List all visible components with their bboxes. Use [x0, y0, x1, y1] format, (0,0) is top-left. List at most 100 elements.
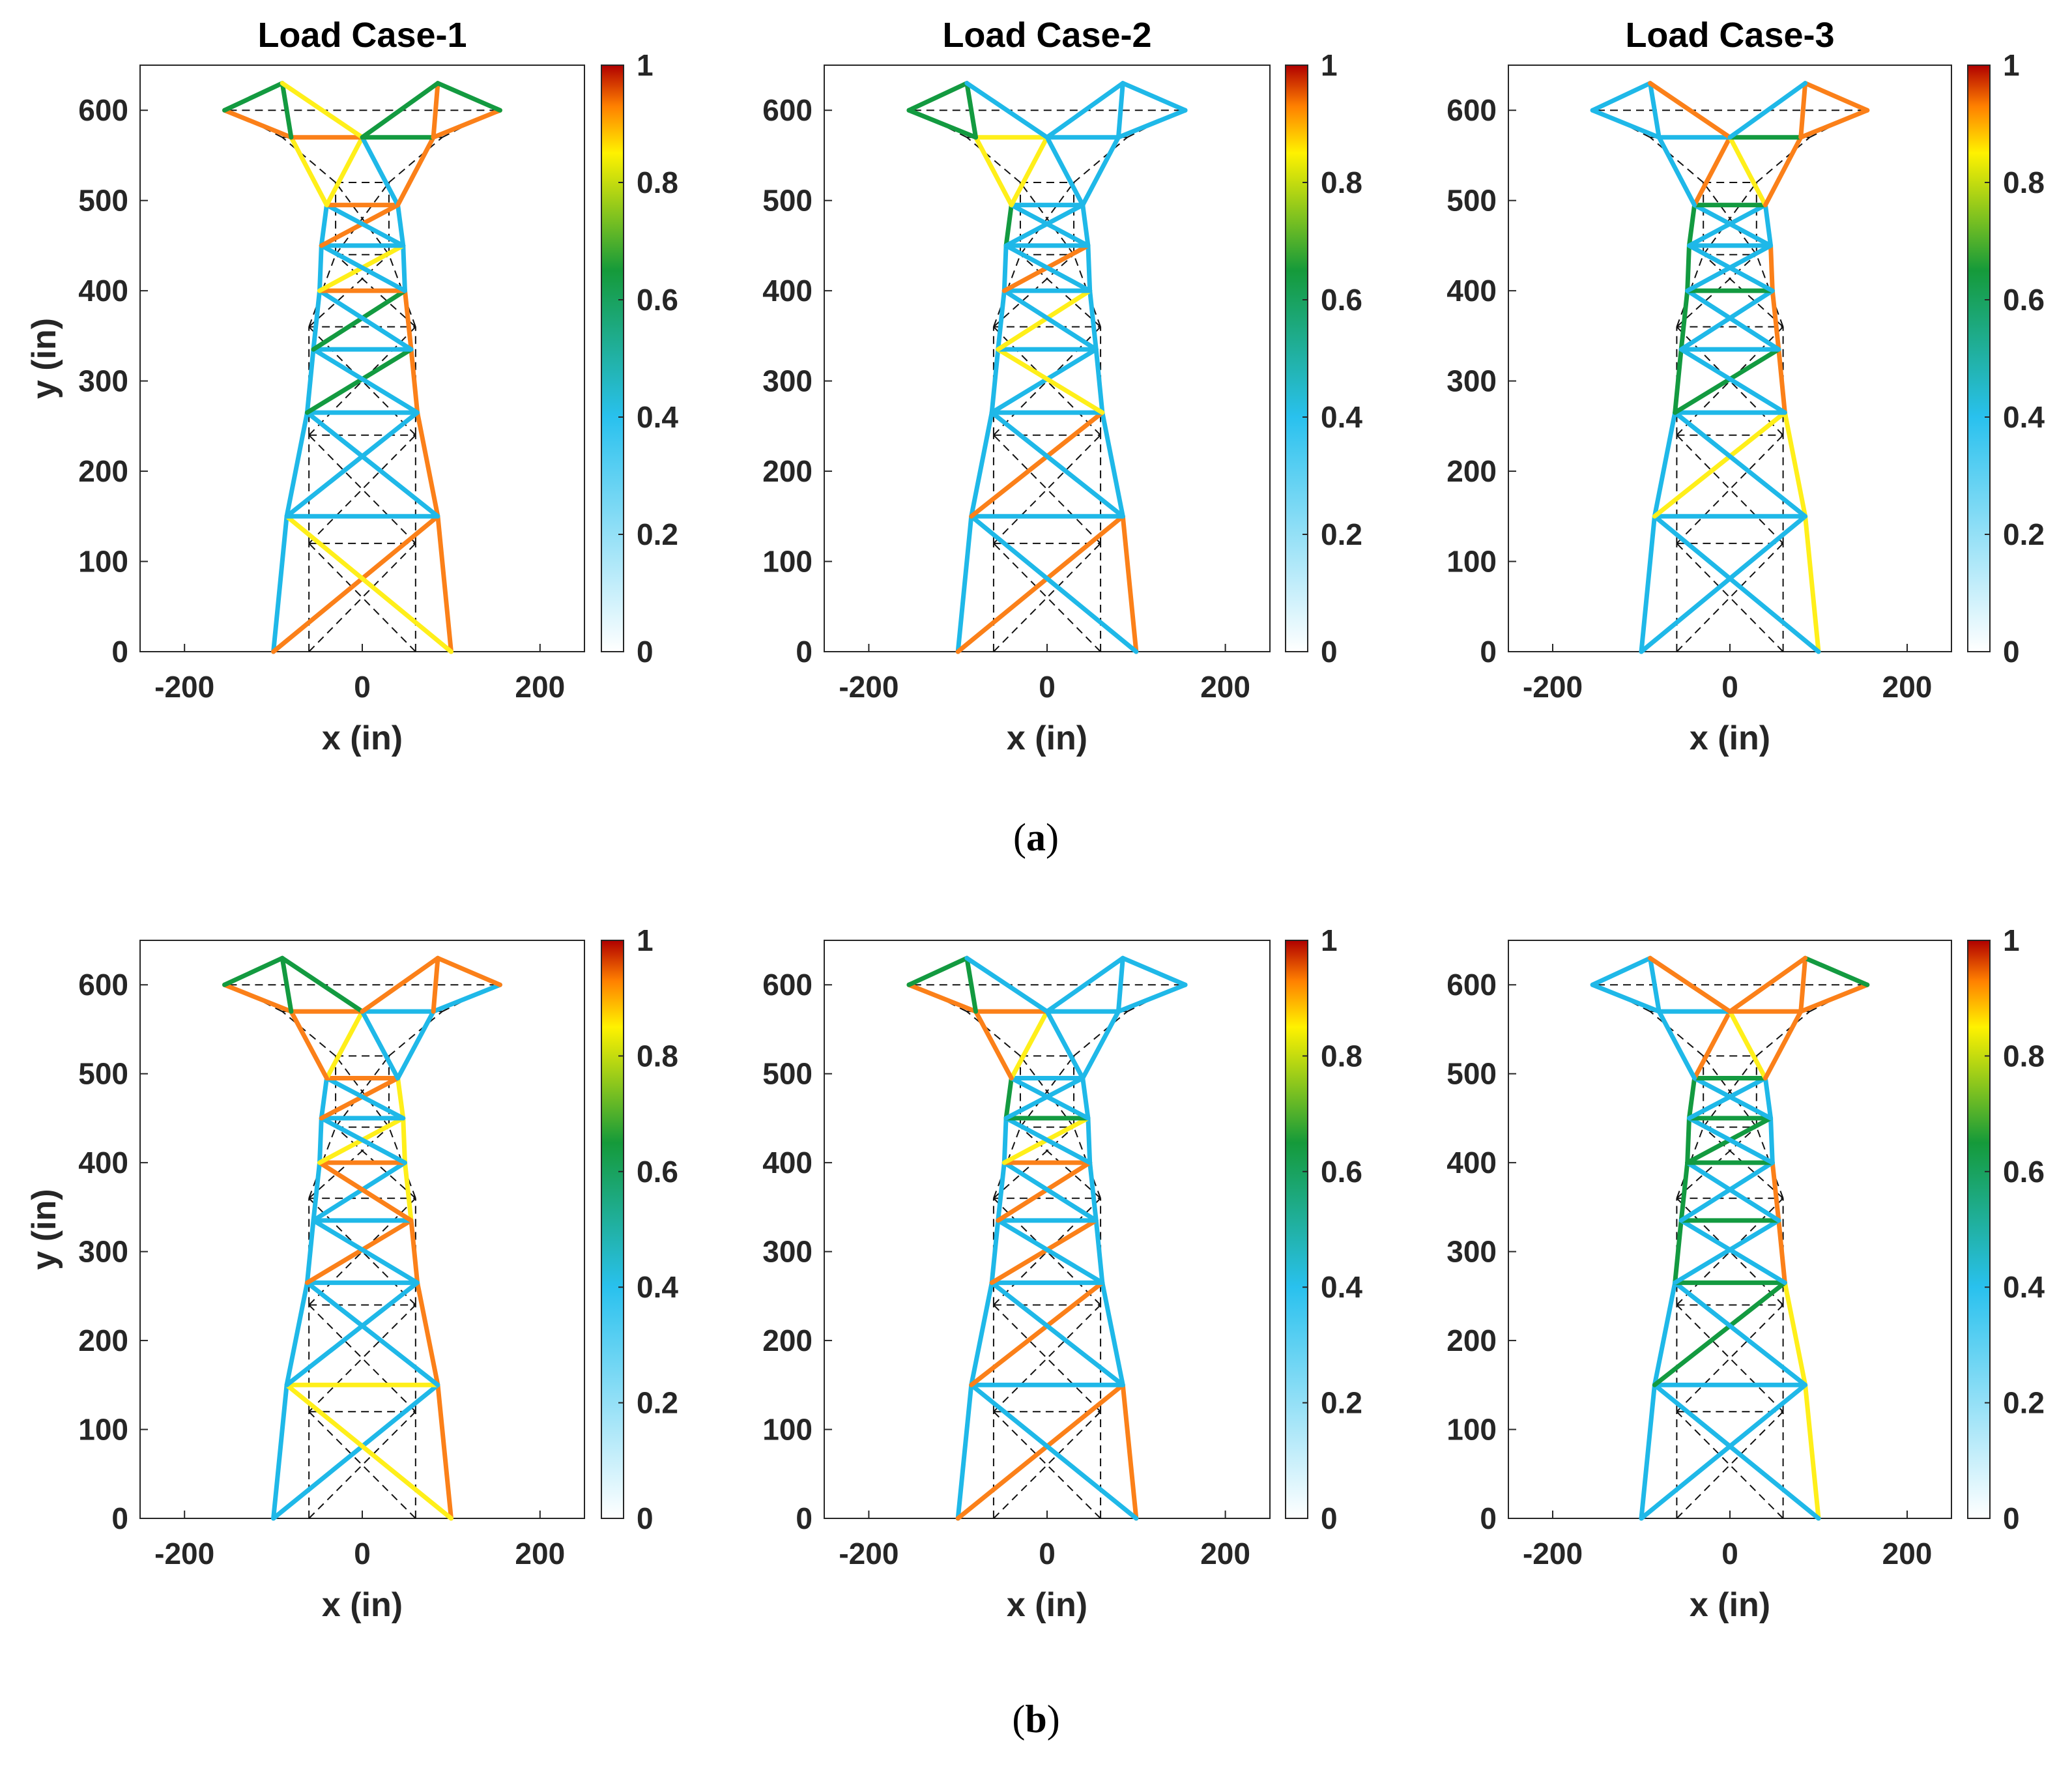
- truss-member: [284, 1280, 420, 1387]
- y-tick-label: 300: [78, 1235, 128, 1269]
- colorbar-bar: [1967, 65, 1991, 652]
- truss-member: [1652, 410, 1787, 519]
- truss-member: [1652, 1382, 1821, 1521]
- y-tick-label: 400: [1446, 1146, 1497, 1180]
- truss-member: [1763, 203, 1774, 248]
- truss-member: [1009, 135, 1050, 208]
- truss-member: [1782, 410, 1808, 519]
- truss-member: [284, 1280, 309, 1387]
- y-tick-label: 400: [1446, 274, 1497, 308]
- plot-frame: [824, 940, 1271, 1519]
- truss-member: [1798, 982, 1870, 1014]
- y-tick-label: 0: [796, 1501, 813, 1535]
- truss-member: [1648, 955, 1733, 1014]
- truss-member: [906, 982, 979, 1014]
- colorbar-tick-label: 1: [2003, 48, 2020, 82]
- subplot: -200 0 200 0 100 200 300 400 500 600 x (in) y (in) 0…: [25, 923, 678, 1624]
- truss-member: [222, 108, 294, 140]
- truss-member: [311, 1160, 407, 1223]
- truss-member: [360, 135, 401, 208]
- original-member: [388, 1011, 443, 1057]
- truss-member: [1590, 982, 1662, 1014]
- truss-member: [431, 982, 502, 1014]
- truss-member: [324, 203, 406, 248]
- panel-row-a: Load Case-1-200 0 2000100200300400500600x …: [25, 16, 2045, 859]
- y-tick-label: 200: [762, 454, 813, 488]
- truss-member: [969, 1280, 994, 1387]
- truss-member: [319, 1116, 407, 1165]
- x-tick-label: 0: [1039, 670, 1056, 704]
- y-tick-label: 100: [762, 1413, 813, 1447]
- truss-member: [1678, 1160, 1775, 1223]
- truss-member: [1770, 288, 1781, 352]
- x-tick-label: 200: [1882, 1537, 1933, 1571]
- truss-member: [1686, 1116, 1775, 1165]
- truss-member: [1001, 1160, 1099, 1223]
- truss-member: [435, 81, 502, 113]
- colorbar-tick-label: 1: [2003, 923, 2020, 957]
- colorbar: 0 0.2 0.4 0.6 0.8 1: [601, 48, 678, 669]
- truss-member: [964, 81, 979, 140]
- truss-member: [1100, 410, 1125, 519]
- y-tick-label: 400: [78, 1146, 128, 1180]
- truss-member: [304, 347, 316, 415]
- truss-member: [435, 514, 453, 654]
- truss-member: [1087, 1160, 1099, 1223]
- y-tick-label: 400: [78, 274, 128, 308]
- plot-frame: [1508, 65, 1952, 652]
- truss-member: [989, 410, 1125, 519]
- original-member: [335, 1055, 390, 1128]
- truss-member: [1692, 203, 1774, 248]
- truss-member: [360, 81, 440, 140]
- y-axis-label: y (in): [25, 1189, 63, 1269]
- colorbar-bar: [1967, 940, 1991, 1519]
- truss-member: [1763, 1009, 1804, 1081]
- truss-member: [1686, 203, 1697, 248]
- truss-member: [989, 1280, 1125, 1387]
- colorbar-tick-label: 0.6: [637, 1155, 678, 1189]
- truss-member: [1678, 347, 1787, 415]
- truss-member: [1003, 1116, 1093, 1165]
- x-axis-label: x (in): [1690, 719, 1770, 757]
- original-member: [1703, 1055, 1757, 1128]
- truss-member: [1803, 1382, 1821, 1521]
- truss-member: [396, 1076, 406, 1121]
- truss-member: [1093, 1218, 1105, 1285]
- truss-member: [1652, 1280, 1787, 1387]
- colorbar-tick-label: 0.4: [2003, 400, 2045, 434]
- truss-member: [1685, 1160, 1781, 1223]
- y-tick-label: 100: [762, 545, 813, 579]
- truss-member: [304, 347, 414, 415]
- colorbar-tick-label: 0.8: [637, 166, 678, 199]
- truss-member: [1652, 1280, 1678, 1387]
- truss-member: [969, 410, 1105, 519]
- truss-member: [284, 410, 309, 519]
- colorbar: 0 0.2 0.4 0.6 0.8 1: [1967, 923, 2045, 1535]
- truss-member: [1673, 347, 1684, 415]
- truss-member: [304, 1280, 440, 1387]
- truss-member: [1768, 1116, 1775, 1165]
- truss-member: [1803, 955, 1870, 987]
- truss-member: [415, 410, 440, 519]
- colorbar-tick-label: 0.8: [637, 1039, 678, 1073]
- truss-member: [989, 1218, 1099, 1285]
- y-tick-label: 0: [111, 635, 128, 669]
- y-tick-label: 200: [1446, 454, 1497, 488]
- truss-member: [955, 514, 974, 654]
- x-tick-label: 200: [1200, 670, 1250, 704]
- truss-member: [1692, 1076, 1774, 1121]
- colorbar-tick-label: 1: [637, 923, 654, 957]
- original-member: [1073, 137, 1128, 183]
- truss-member: [317, 243, 324, 293]
- plot-frame: [824, 65, 1271, 652]
- x-axis-label: x (in): [1007, 1586, 1087, 1624]
- truss-member: [280, 955, 365, 1014]
- truss-member: [289, 135, 329, 208]
- y-tick-label: 100: [78, 545, 128, 579]
- original-member: [388, 137, 443, 183]
- truss-member: [396, 135, 436, 208]
- truss-member: [969, 410, 994, 519]
- truss-member: [409, 347, 420, 415]
- colorbar-tick-label: 0: [2003, 1501, 2020, 1535]
- truss-member: [964, 955, 1050, 1014]
